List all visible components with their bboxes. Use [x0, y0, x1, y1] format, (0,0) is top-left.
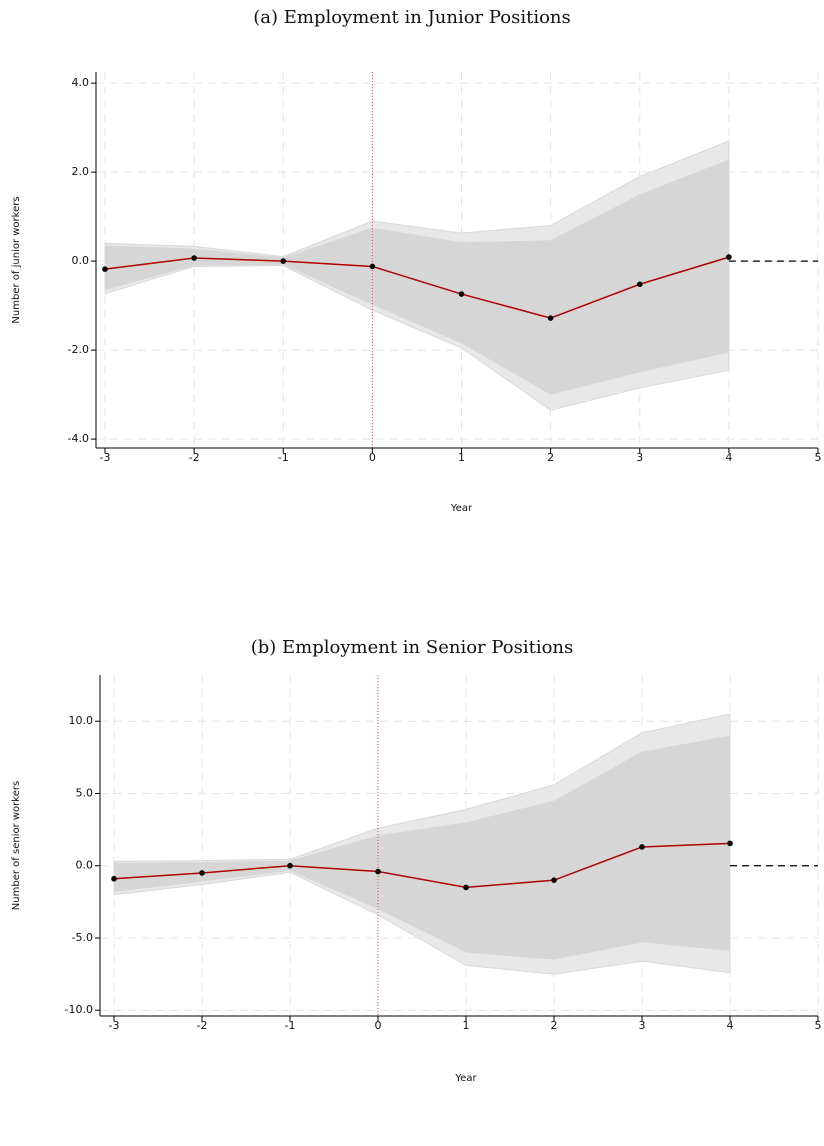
x-tick-label: 3 [639, 1019, 646, 1032]
y-tick-label: -2.0 [68, 343, 89, 356]
x-tick-label: -3 [109, 1019, 120, 1032]
estimate-point [727, 840, 733, 847]
y-tick-label: 5.0 [76, 786, 94, 799]
y-tick-label: -4.0 [68, 432, 89, 445]
y-tick-label: 10.0 [69, 714, 94, 727]
x-tick-label: 4 [725, 451, 732, 464]
confidence-band [105, 159, 729, 395]
x-tick-label: 1 [458, 451, 465, 464]
x-tick-label: 3 [636, 451, 643, 464]
y-axis-label: Number of junior workers [11, 196, 22, 323]
estimate-line [104, 256, 730, 319]
y-axis-label: Number of senior workers [11, 781, 22, 910]
estimate-point [111, 875, 117, 882]
y-tick-label: 2.0 [72, 165, 90, 178]
estimate-point [191, 255, 197, 261]
chart-title: (b) Employment in Senior Positions [251, 637, 574, 658]
estimate-point [199, 870, 205, 876]
x-tick-label: 0 [369, 451, 376, 464]
estimate-point [280, 258, 287, 264]
x-axis-label: Year [454, 1073, 477, 1084]
y-tick-label: -5.0 [72, 931, 93, 944]
estimate-point [463, 884, 469, 891]
x-tick-label: -2 [189, 451, 200, 464]
x-tick-label: 5 [815, 451, 822, 464]
estimate-point [369, 263, 376, 270]
x-tick-label: 2 [551, 1019, 558, 1032]
estimate-point [551, 877, 557, 883]
estimate-line [113, 842, 731, 889]
x-tick-label: 5 [815, 1019, 822, 1032]
x-tick-label: 2 [547, 451, 554, 464]
estimate-point [636, 281, 643, 288]
y-tick-label: 0.0 [72, 254, 90, 267]
panel: (b) Employment in Senior Positions Number… [11, 637, 822, 1084]
estimate-point [726, 254, 732, 260]
chart-title: (a) Employment in Junior Positions [253, 7, 571, 28]
x-tick-label: -1 [285, 1019, 296, 1032]
y-tick-label: 0.0 [76, 859, 94, 872]
x-tick-label: -2 [197, 1019, 208, 1032]
estimate-point [639, 844, 645, 850]
estimate-point [458, 291, 465, 297]
estimate-point [547, 315, 554, 321]
y-tick-label: -10.0 [65, 1003, 93, 1016]
x-tick-label: 4 [727, 1019, 734, 1032]
panel: (a) Employment in Junior Positions Number… [11, 7, 822, 514]
x-tick-label: 1 [463, 1019, 470, 1032]
x-axis-label: Year [450, 503, 473, 514]
estimate-point [375, 868, 381, 875]
x-tick-label: 0 [375, 1019, 382, 1032]
y-tick-label: 4.0 [72, 76, 90, 89]
confidence-band [114, 735, 730, 960]
estimate-point [287, 862, 293, 869]
x-tick-label: -3 [100, 451, 111, 464]
x-tick-label: -1 [278, 451, 289, 464]
estimate-point [102, 266, 108, 272]
